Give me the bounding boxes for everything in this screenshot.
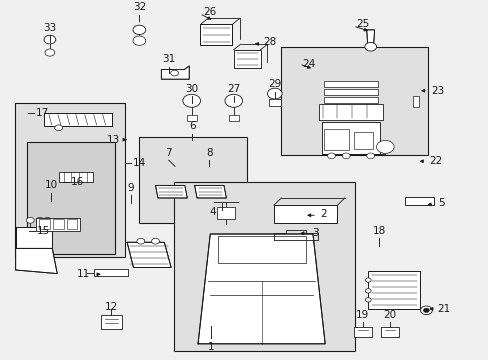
Circle shape [44,35,56,44]
Bar [36,218,80,231]
Text: 31: 31 [162,54,175,64]
Circle shape [342,153,349,159]
Text: 16: 16 [71,177,84,187]
Circle shape [423,308,428,312]
Text: 30: 30 [185,84,198,94]
Circle shape [420,306,431,315]
Circle shape [183,94,200,107]
Text: 11: 11 [77,269,90,279]
Bar [59,172,93,182]
Circle shape [267,88,282,99]
Bar [44,113,112,126]
Text: 17: 17 [36,108,49,118]
Circle shape [364,42,376,51]
Polygon shape [127,242,171,267]
Text: 22: 22 [428,156,442,166]
Circle shape [170,70,178,76]
Text: 3: 3 [311,228,318,238]
Text: 5: 5 [437,198,444,208]
Bar [268,99,280,106]
Bar [281,47,427,155]
Polygon shape [198,234,325,344]
Circle shape [327,153,335,159]
Circle shape [365,278,370,282]
Circle shape [26,217,34,223]
Text: 1: 1 [207,342,214,352]
Circle shape [133,25,145,35]
Circle shape [43,217,51,223]
Bar [353,327,371,337]
Circle shape [376,140,393,153]
Bar [39,219,50,229]
Bar [66,219,77,229]
Text: 15: 15 [37,226,50,236]
Text: 2: 2 [320,209,326,219]
Bar [27,142,115,254]
Bar [353,132,372,149]
Circle shape [365,289,370,293]
Circle shape [366,153,374,159]
Text: 24: 24 [302,59,315,69]
Bar [200,24,232,45]
Text: 25: 25 [355,19,368,30]
Text: 27: 27 [226,84,240,94]
Text: 29: 29 [267,79,281,89]
Text: 18: 18 [371,226,385,236]
Circle shape [45,49,55,56]
Circle shape [224,94,242,107]
Text: 13: 13 [106,135,120,145]
Bar [324,81,377,87]
Circle shape [133,36,145,45]
Text: 23: 23 [430,86,444,96]
Bar [173,182,354,351]
Bar [324,89,377,95]
Bar [321,122,380,154]
Bar [381,327,398,337]
Text: 7: 7 [165,148,172,158]
Polygon shape [194,185,226,198]
Text: 20: 20 [383,310,396,320]
Text: 6: 6 [188,121,195,131]
Bar [324,97,377,103]
Text: 4: 4 [209,207,216,217]
Circle shape [36,217,44,223]
Polygon shape [366,30,374,45]
Polygon shape [155,185,187,198]
Bar [228,115,238,121]
Text: 9: 9 [127,183,134,193]
Bar [319,104,382,120]
Bar [15,103,124,257]
Text: 28: 28 [263,37,276,48]
Bar [53,219,63,229]
Text: 12: 12 [104,302,118,312]
Polygon shape [16,227,52,248]
Bar [404,197,433,205]
Text: 8: 8 [205,148,212,158]
Text: 33: 33 [43,23,57,33]
Bar [367,271,419,309]
Circle shape [137,238,144,244]
Bar [94,269,128,276]
Text: 19: 19 [355,310,369,320]
Circle shape [55,125,62,131]
Circle shape [365,298,370,302]
Text: 21: 21 [437,304,450,314]
Bar [233,50,260,68]
Bar [217,207,234,219]
Circle shape [151,238,159,244]
Bar [412,96,418,107]
Bar [217,236,305,263]
Bar [273,205,337,223]
Text: 32: 32 [132,1,146,12]
Polygon shape [161,66,189,79]
Text: 26: 26 [203,6,216,17]
Bar [139,137,246,223]
Polygon shape [16,248,57,274]
Bar [324,129,348,150]
Bar [186,115,196,121]
Bar [101,315,122,329]
Text: 14: 14 [133,158,146,168]
Text: 10: 10 [45,180,58,190]
